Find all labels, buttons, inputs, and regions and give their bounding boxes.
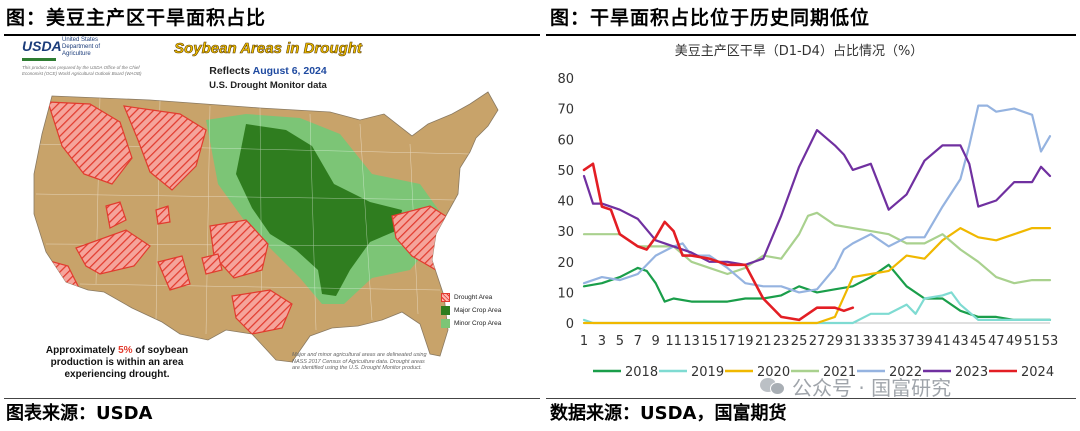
map-legend-major: Major Crop Area — [441, 304, 536, 316]
x-tick-label: 23 — [773, 334, 790, 349]
callout-before: Approximately — [45, 345, 119, 356]
map-footnote: Major and minor agricultural areas are d… — [292, 352, 427, 371]
map-legend-label: Drought Area — [454, 293, 493, 301]
major-crop-swatch — [441, 305, 450, 315]
series-line-2023 — [582, 129, 1052, 266]
x-tick-label: 41 — [934, 334, 951, 349]
chart-title: 美豆主产区干旱（D1-D4）占比情况（%） — [675, 44, 924, 59]
x-tick-label: 25 — [791, 334, 808, 349]
usda-logo: USDA — [22, 37, 62, 61]
callout-percent: 5% — [118, 345, 133, 356]
x-tick-label: 33 — [862, 334, 879, 349]
map-reflects-date: August 6, 2024 — [252, 65, 327, 77]
drought-map — [33, 91, 499, 363]
right-source: 数据来源：USDA，国富期货 — [550, 403, 787, 424]
drought-line-chart: 美豆主产区干旱（D1-D4）占比情况（%） 0 10 20 30 40 50 60 70 80 1… — [557, 44, 1058, 380]
x-tick-label: 9 — [652, 334, 660, 349]
legend-label-2020: 2020 — [757, 365, 790, 380]
y-tick-label: 70 — [557, 103, 574, 118]
x-tick-label: 15 — [701, 334, 718, 349]
left-source-rule — [4, 398, 540, 399]
x-tick-label: 5 — [616, 334, 624, 349]
watermark-text: 公众号 · 国富研究 — [792, 375, 952, 400]
series-line-2018 — [582, 263, 1052, 321]
series-line-2020 — [582, 227, 1052, 325]
legend-label-2018: 2018 — [625, 365, 658, 380]
left-title-rule — [4, 34, 540, 36]
x-tick-label: 17 — [719, 334, 736, 349]
x-tick-label: 3 — [598, 334, 606, 349]
x-tick-label: 35 — [880, 334, 897, 349]
x-tick-label: 19 — [737, 334, 754, 349]
map-reflects-label: Reflects — [209, 65, 251, 77]
watermark: 公众号 · 国富研究 — [760, 373, 952, 400]
x-tick-label: 49 — [1006, 334, 1023, 349]
map-legend-label: Major Crop Area — [454, 306, 502, 314]
map-reflects: Reflects August 6, 2024 — [168, 65, 368, 77]
y-tick-label: 40 — [557, 195, 574, 210]
x-tick-label: 21 — [755, 334, 772, 349]
usda-prepared-note: This product was prepared by the USDA Of… — [22, 65, 142, 76]
left-source: 图表来源：USDA — [6, 403, 153, 424]
map-subtitle: U.S. Drought Monitor data — [209, 80, 327, 91]
x-tick-label: 39 — [916, 334, 933, 349]
x-tick-label: 43 — [952, 334, 969, 349]
y-tick-label: 80 — [557, 72, 574, 87]
map-legend-label: Minor Crop Area — [454, 319, 502, 327]
x-tick-label: 31 — [845, 334, 862, 349]
series-line-2021 — [582, 211, 1052, 285]
x-tick-label: 27 — [809, 334, 826, 349]
drought-map-panel: USDA United States Department of Agricul… — [0, 34, 540, 396]
series-line-2022 — [582, 104, 1052, 294]
map-callout: Approximately 5% of soybean production i… — [32, 345, 202, 381]
legend-label-2021: 2021 — [823, 365, 856, 380]
legend-label-2023: 2023 — [955, 365, 988, 380]
series-line-2024 — [582, 162, 855, 322]
legend-label-2022: 2022 — [889, 365, 922, 380]
map-legend: Drought Area Major Crop Area Minor Crop … — [441, 291, 536, 330]
chart-legend: 2018 2019 2020 2021 2022 2023 2024 — [593, 365, 1054, 380]
y-tick-label: 50 — [557, 164, 574, 179]
usda-department-text: United States Department of Agriculture — [62, 37, 101, 57]
major-crop-area — [236, 124, 402, 296]
x-tick-label: 1 — [580, 334, 588, 349]
right-title-rule — [546, 34, 1076, 36]
map-legend-minor: Minor Crop Area — [441, 317, 536, 329]
drought-swatch — [441, 292, 450, 302]
map-title: Soybean Areas in Drought — [174, 40, 362, 58]
x-tick-label: 29 — [827, 334, 844, 349]
x-tick-label: 13 — [683, 334, 700, 349]
legend-label-2019: 2019 — [691, 365, 724, 380]
x-tick-label: 53 — [1042, 334, 1059, 349]
x-tick-label: 47 — [988, 334, 1005, 349]
x-tick-label: 7 — [634, 334, 642, 349]
x-tick-label: 51 — [1024, 334, 1041, 349]
right-panel-title: 图：干旱面积占比位于历史同期低位 — [550, 7, 871, 29]
wechat-icon — [760, 376, 786, 396]
y-tick-label: 30 — [557, 225, 574, 240]
left-panel-title: 图：美豆主产区干旱面积占比 — [6, 7, 267, 29]
y-tick-label: 20 — [557, 256, 574, 271]
y-tick-label: 0 — [566, 317, 574, 332]
x-tick-label: 11 — [665, 334, 682, 349]
map-legend-drought: Drought Area — [441, 291, 536, 303]
chart-series — [582, 104, 1052, 325]
y-tick-label: 60 — [557, 133, 574, 148]
callout-after: of soybean production is within an area … — [50, 345, 189, 380]
right-source-rule — [546, 398, 1076, 399]
x-tick-label: 45 — [970, 334, 987, 349]
x-tick-label: 37 — [898, 334, 915, 349]
legend-label-2024: 2024 — [1021, 365, 1054, 380]
minor-crop-swatch — [441, 318, 450, 328]
y-tick-label: 10 — [557, 286, 574, 301]
